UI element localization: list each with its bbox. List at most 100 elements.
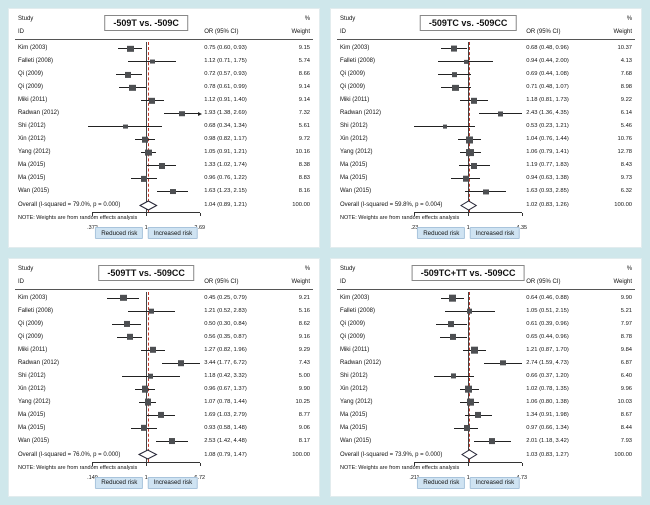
x-axis <box>92 461 201 466</box>
or-ci-text: 1.12 (0.71, 1.75) <box>204 58 247 64</box>
weight-text: 9.15 <box>298 45 311 51</box>
or-marker <box>471 346 479 354</box>
col-header-percent: % <box>304 16 311 22</box>
col-header-or-ci: OR (95% CI) <box>526 278 561 285</box>
axis-tick-label: 1 <box>466 225 470 231</box>
study-row: Ma (2015) 0.97 (0.66, 1.34) 8.44 <box>337 422 635 435</box>
or-ci-text: 0.94 (0.44, 2.00) <box>526 58 569 64</box>
col-header-weight: Weight <box>613 278 633 285</box>
or-marker <box>451 373 457 379</box>
overall-weight-text: 100.00 <box>614 451 633 458</box>
study-row: Xin (2012) 0.98 (0.82, 1.17) 9.72 <box>15 133 313 146</box>
study-id: Ma (2015) <box>17 424 46 431</box>
study-row: Miki (2011) 1.27 (0.82, 1.96) 9.29 <box>15 344 313 357</box>
study-id: Falleti (2008) <box>17 307 53 314</box>
axis-tick-label: 1 <box>144 225 148 231</box>
study-id: Shi (2012) <box>17 123 46 129</box>
study-row: Falleti (2008) 1.05 (0.51, 2.15) 5.21 <box>337 305 635 318</box>
or-marker <box>123 320 130 328</box>
weight-text: 8.16 <box>298 188 311 194</box>
col-header-id: ID <box>17 278 24 285</box>
study-row: Shi (2012) 0.66 (0.37, 1.20) 6.40 <box>337 370 635 383</box>
study-id: Miki (2011) <box>17 97 48 103</box>
or-marker <box>470 97 478 104</box>
weight-text: 10.25 <box>295 398 311 405</box>
study-row: Radwan (2012) 3.44 (1.77, 6.72) 7.43 <box>15 357 313 370</box>
null-line <box>146 291 148 462</box>
study-id: Qi (2009) <box>339 84 365 90</box>
or-ci-text: 0.66 (0.37, 1.20) <box>526 372 569 379</box>
axis-tick <box>468 462 470 466</box>
overall-estimate-line <box>469 291 471 462</box>
study-id: Ma (2015) <box>339 424 368 431</box>
overall-or-text: 1.03 (0.83, 1.27) <box>526 451 569 458</box>
or-marker <box>178 110 185 117</box>
or-ci-text: 0.75 (0.60, 0.93) <box>204 45 247 51</box>
study-row: Shi (2012) 0.53 (0.23, 1.21) 5.46 <box>337 120 635 133</box>
reduced-risk-label: Reduced risk <box>95 476 144 489</box>
weight-text: 9.14 <box>298 97 311 103</box>
increased-risk-label: Increased risk <box>147 476 199 489</box>
study-id: Yang (2012) <box>339 398 373 405</box>
axis-tick <box>521 462 523 466</box>
weight-text: 9.29 <box>298 346 311 353</box>
or-ci-text: 1.21 (0.87, 1.70) <box>526 346 569 353</box>
weight-text: 9.06 <box>298 424 311 431</box>
study-id: Ma (2015) <box>339 411 368 418</box>
or-marker <box>149 59 155 64</box>
weight-text: 8.66 <box>298 71 311 77</box>
or-ci-text: 2.43 (1.36, 4.35) <box>526 110 569 116</box>
study-row: Xin (2012) 1.02 (0.78, 1.35) 9.96 <box>337 383 635 396</box>
weight-text: 8.67 <box>620 411 633 418</box>
note-text: NOTE: Weights are from random effects an… <box>17 215 138 221</box>
x-axis <box>92 212 201 216</box>
weight-text: 7.68 <box>620 71 633 77</box>
note-axis-strip: NOTE: Weights are from random effects an… <box>337 212 635 224</box>
or-marker <box>120 294 127 302</box>
or-ci-text: 1.63 (0.93, 2.85) <box>526 188 569 194</box>
weight-text: 9.22 <box>620 97 633 103</box>
study-id: Kim (2003) <box>17 294 48 301</box>
study-row: Wan (2015) 1.63 (1.23, 2.15) 8.16 <box>15 185 313 198</box>
or-marker <box>149 346 157 354</box>
study-row: Qi (2009) 0.65 (0.44, 0.96) 8.78 <box>337 331 635 344</box>
axis-tick <box>414 462 416 466</box>
null-line <box>146 42 148 212</box>
overall-estimate-line <box>468 42 470 212</box>
or-ci-text: 0.68 (0.34, 1.34) <box>204 123 247 129</box>
col-header-or-ci: OR (95% CI) <box>204 29 239 35</box>
study-row: Kim (2003) 0.75 (0.60, 0.93) 9.15 <box>15 42 313 55</box>
note-axis-strip: NOTE: Weights are from random effects an… <box>337 461 635 474</box>
weight-text: 9.14 <box>298 84 311 90</box>
col-header-percent: % <box>626 265 633 272</box>
weight-text: 9.72 <box>298 136 311 142</box>
weight-text: 8.77 <box>298 411 311 418</box>
or-marker <box>466 398 474 406</box>
or-ci-text: 0.50 (0.30, 0.84) <box>204 320 247 327</box>
axis-tick-label: .23 <box>410 225 419 231</box>
study-row: Shi (2012) 1.18 (0.42, 3.32) 5.00 <box>15 370 313 383</box>
increased-risk-label: Increased risk <box>147 227 199 239</box>
panel-header: Study ID -509TT vs. -509CC % OR (95% CI)… <box>15 264 313 290</box>
overall-diamond <box>139 450 156 459</box>
overall-row: Overall (I-squared = 79.0%, p = 0.000) 1.… <box>15 198 313 212</box>
weight-text: 9.90 <box>298 385 311 392</box>
or-marker <box>125 71 132 78</box>
or-marker <box>127 45 134 52</box>
arrow-right-icon <box>197 111 202 116</box>
weight-text: 10.16 <box>295 149 311 155</box>
study-id: Yang (2012) <box>339 149 373 155</box>
study-row: Radwan (2012) 2.43 (1.36, 4.35) 6.14 <box>337 107 635 120</box>
study-id: Yang (2012) <box>17 149 51 155</box>
study-id: Ma (2015) <box>17 175 46 181</box>
study-row: Yang (2012) 1.06 (0.80, 1.38) 10.03 <box>337 396 635 409</box>
col-header-id: ID <box>339 29 346 35</box>
weight-text: 8.38 <box>298 162 311 168</box>
axis-labels: .23 1 4.35 Reduced risk Increased risk <box>337 224 635 240</box>
or-ci-text: 1.05 (0.91, 1.21) <box>204 149 247 155</box>
weight-text: 9.84 <box>620 346 633 353</box>
col-header-weight: Weight <box>291 278 311 285</box>
col-header-weight: Weight <box>291 29 311 35</box>
overall-diamond <box>461 201 476 210</box>
weight-text: 5.61 <box>298 123 311 129</box>
